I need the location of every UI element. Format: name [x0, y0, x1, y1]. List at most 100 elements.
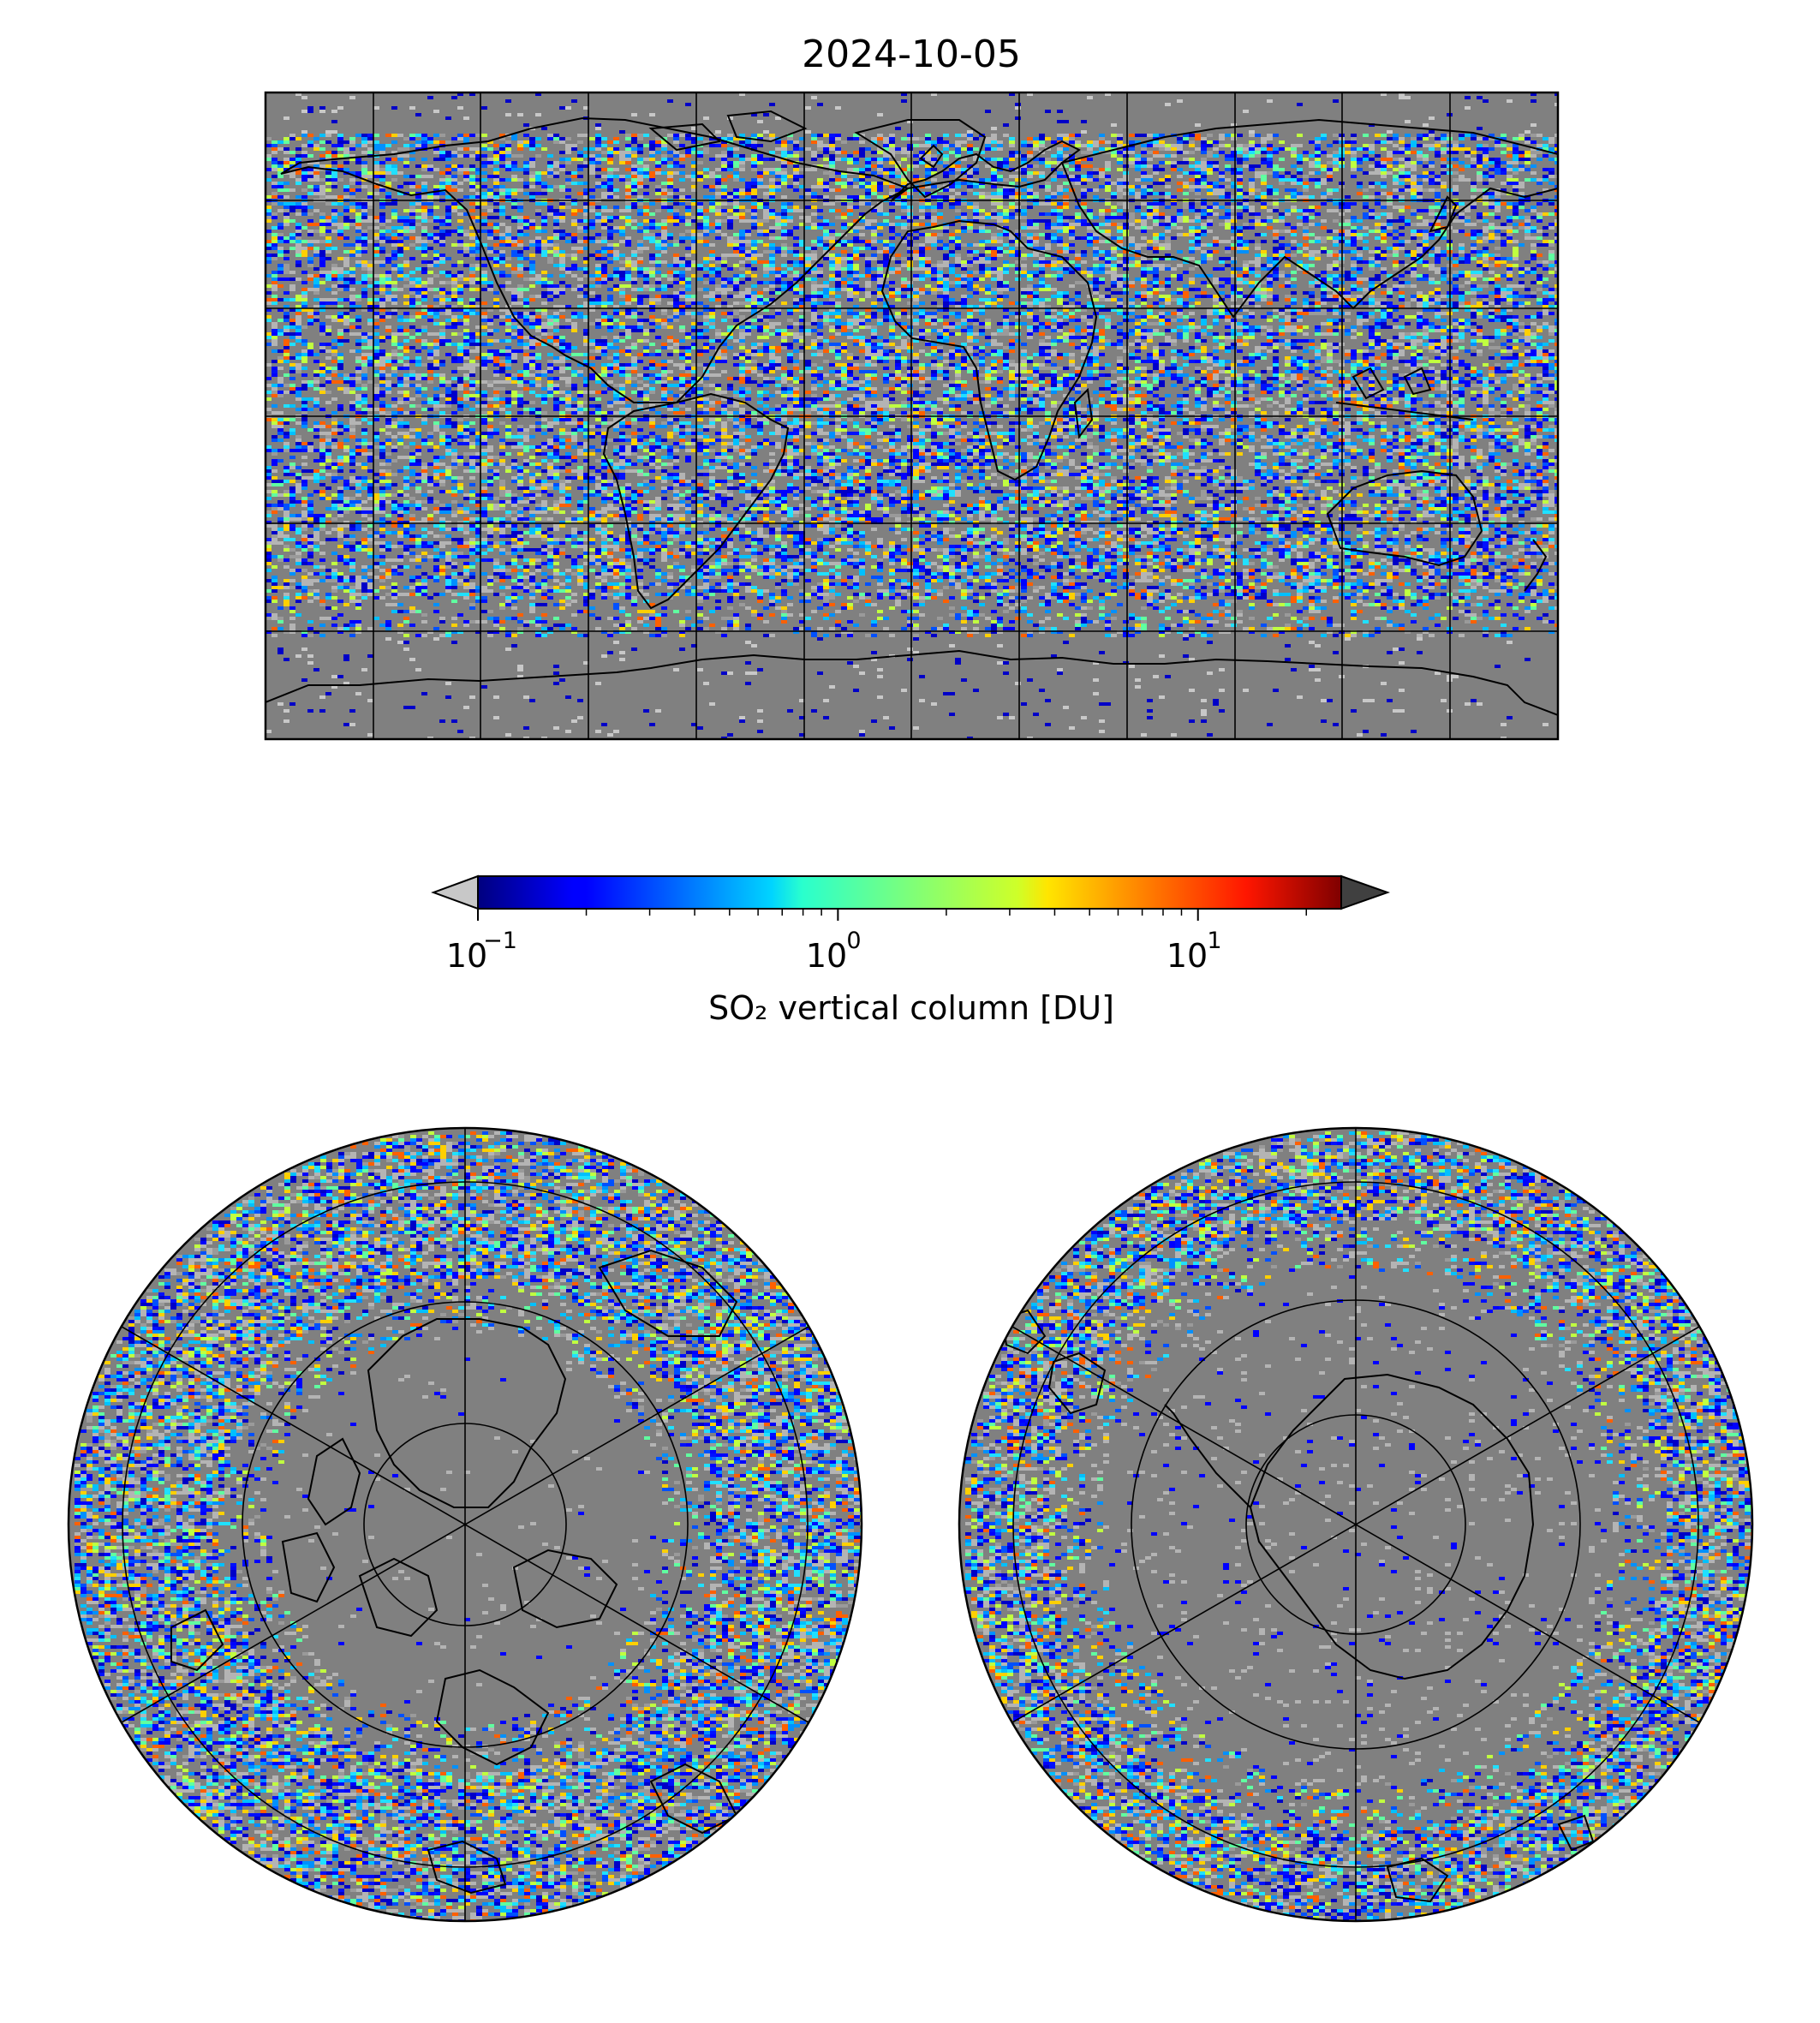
data-pixel [775, 182, 781, 185]
data-pixel [1495, 164, 1501, 168]
data-pixel [631, 267, 637, 271]
data-pixel [1548, 264, 1554, 267]
data-pixel [1471, 158, 1477, 161]
data-pixel [535, 192, 541, 195]
data-pixel [1471, 243, 1477, 247]
data-pixel [907, 257, 913, 260]
data-pixel [1303, 151, 1309, 154]
data-pixel [1033, 164, 1039, 168]
data-pixel [272, 233, 277, 236]
data-pixel [1123, 154, 1129, 158]
data-pixel [559, 206, 565, 209]
data-pixel [1537, 216, 1543, 219]
data-pixel [301, 271, 307, 274]
data-pixel [1045, 110, 1051, 113]
data-pixel [1153, 250, 1159, 254]
data-pixel [1243, 260, 1249, 264]
data-pixel [325, 236, 331, 240]
data-pixel [985, 195, 991, 199]
data-pixel [733, 233, 739, 236]
data-pixel [1393, 260, 1399, 264]
data-pixel [973, 271, 979, 274]
data-pixel [901, 240, 907, 243]
data-pixel [877, 271, 883, 274]
data-pixel [481, 134, 487, 137]
data-pixel [1483, 151, 1489, 154]
data-pixel [1267, 161, 1273, 164]
data-pixel [835, 233, 841, 236]
data-pixel [529, 158, 535, 161]
data-pixel [781, 216, 787, 219]
data-pixel [433, 250, 439, 254]
data-pixel [433, 260, 439, 264]
data-pixel [1279, 158, 1285, 161]
data-pixel [1297, 144, 1303, 147]
data-pixel [631, 250, 637, 254]
data-pixel [1255, 254, 1261, 257]
data-pixel [1177, 175, 1183, 178]
data-pixel [697, 212, 703, 216]
data-pixel [607, 226, 613, 230]
data-pixel [1483, 226, 1489, 230]
data-pixel [541, 188, 547, 192]
data-pixel [1471, 250, 1477, 254]
data-pixel [1429, 209, 1435, 212]
data-pixel [667, 182, 673, 185]
data-pixel [1537, 178, 1543, 182]
data-pixel [751, 185, 757, 188]
data-pixel [739, 243, 745, 247]
data-pixel [955, 144, 961, 147]
data-pixel [1177, 151, 1183, 154]
data-pixel [1075, 140, 1081, 144]
data-pixel [1027, 175, 1033, 178]
data-pixel [1297, 192, 1303, 195]
data-pixel [889, 175, 895, 178]
data-pixel [1405, 250, 1411, 254]
data-pixel [493, 226, 499, 230]
data-pixel [313, 185, 319, 188]
data-pixel [715, 212, 721, 216]
global-so2-pixels [266, 92, 1558, 739]
data-pixel [277, 168, 283, 171]
data-pixel [319, 216, 325, 219]
data-pixel [1195, 175, 1201, 178]
data-pixel [979, 195, 985, 199]
data-pixel [1117, 260, 1123, 264]
data-pixel [1021, 178, 1027, 182]
data-pixel [1297, 264, 1303, 267]
data-pixel [529, 267, 535, 271]
data-pixel [559, 158, 565, 161]
data-pixel [853, 264, 859, 267]
data-pixel [1357, 254, 1363, 257]
data-pixel [325, 243, 331, 247]
data-pixel [451, 168, 457, 171]
data-pixel [1537, 144, 1543, 147]
data-pixel [397, 147, 403, 151]
data-pixel [1117, 240, 1123, 243]
data-pixel [1309, 164, 1315, 168]
data-pixel [1513, 171, 1519, 175]
data-pixel [565, 171, 571, 175]
data-pixel [373, 161, 379, 164]
data-pixel [1117, 264, 1123, 267]
data-pixel [1231, 195, 1237, 199]
data-pixel [973, 147, 979, 151]
data-pixel [847, 209, 853, 212]
data-pixel [1135, 154, 1141, 158]
data-pixel [991, 140, 997, 144]
data-pixel [691, 127, 697, 130]
data-pixel [829, 257, 835, 260]
data-pixel [1057, 260, 1063, 264]
data-pixel [691, 240, 697, 243]
data-pixel [1027, 271, 1033, 274]
data-pixel [1267, 257, 1273, 260]
data-pixel [349, 254, 355, 257]
data-pixel [379, 147, 385, 151]
data-pixel [343, 257, 349, 260]
data-pixel [589, 240, 595, 243]
data-pixel [403, 226, 409, 230]
data-pixel [493, 154, 499, 158]
data-pixel [1201, 216, 1207, 219]
data-pixel [889, 151, 895, 154]
data-pixel [1177, 226, 1183, 230]
